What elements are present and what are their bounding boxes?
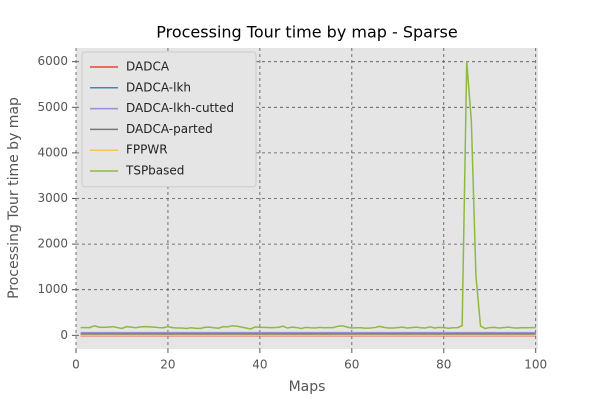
legend-label: FPPWR	[126, 143, 168, 157]
legend-box	[81, 51, 257, 188]
x-tick-label: 40	[252, 358, 267, 372]
x-tick-label: 60	[344, 358, 359, 372]
y-tick-label: 2000	[37, 237, 68, 251]
x-axis-label: Maps	[289, 379, 326, 395]
legend-label: DADCA-lkh-cutted	[126, 101, 234, 115]
chart-title: Processing Tour time by map - Sparse	[156, 23, 457, 42]
y-tick-label: 4000	[37, 145, 68, 159]
legend-label: DADCA-lkh	[126, 80, 191, 94]
y-tick-label: 1000	[37, 282, 68, 296]
legend-label: TSPbased	[125, 164, 184, 178]
y-tick-label: 5000	[37, 100, 68, 114]
x-tick-label: 80	[436, 358, 451, 372]
legend-label: DADCA	[126, 60, 170, 74]
legend-label: DADCA-parted	[126, 122, 213, 136]
y-axis-label: Processing Tour time by map	[6, 97, 22, 299]
y-tick-label: 0	[60, 328, 68, 342]
series-line	[80, 61, 536, 330]
x-tick-label: 100	[524, 358, 547, 372]
y-tick-label: 3000	[37, 191, 68, 205]
x-tick-label: 20	[160, 358, 175, 372]
x-tick-label: 0	[72, 358, 80, 372]
y-tick-label: 6000	[37, 54, 68, 68]
